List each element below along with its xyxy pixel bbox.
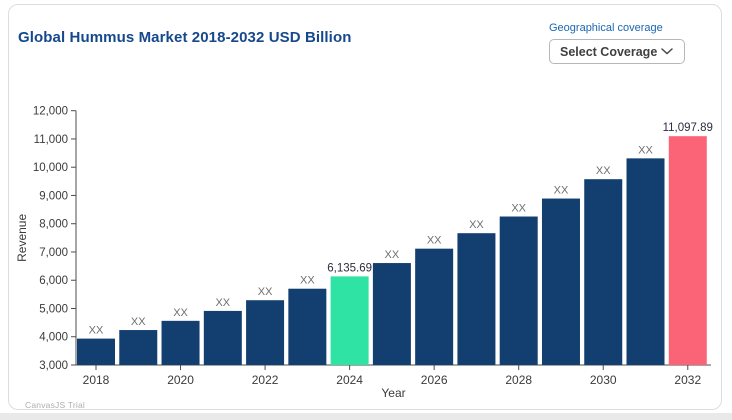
bar-2032[interactable]: [668, 136, 707, 365]
bar-2022[interactable]: [246, 300, 285, 365]
bar-2023[interactable]: [288, 288, 327, 365]
bar-2026[interactable]: [415, 248, 454, 365]
bar-2029[interactable]: [541, 198, 580, 365]
bar-2031[interactable]: [626, 158, 665, 365]
coverage-select-value: Select Coverage: [560, 44, 658, 59]
bar-2027[interactable]: [457, 233, 496, 365]
bar-2020[interactable]: [161, 320, 200, 365]
bar-2021[interactable]: [203, 310, 242, 365]
bar-2024[interactable]: [330, 276, 369, 365]
bar-2019[interactable]: [119, 330, 158, 365]
bar-2028[interactable]: [499, 216, 538, 365]
coverage-control: Geographical coverage Select Coverage: [549, 22, 685, 64]
bar-2030[interactable]: [584, 179, 623, 365]
coverage-select[interactable]: Select Coverage: [549, 39, 685, 64]
coverage-label: Geographical coverage: [549, 22, 663, 34]
canvasjs-trial-watermark: CanvasJS Trial: [25, 400, 85, 410]
page-title: Global Hummus Market 2018-2032 USD Billi…: [18, 29, 352, 46]
bar-2018[interactable]: [77, 338, 115, 365]
bar-2025[interactable]: [372, 263, 411, 365]
chevron-down-icon: [661, 48, 673, 55]
page-bottom-strip: [0, 413, 732, 420]
